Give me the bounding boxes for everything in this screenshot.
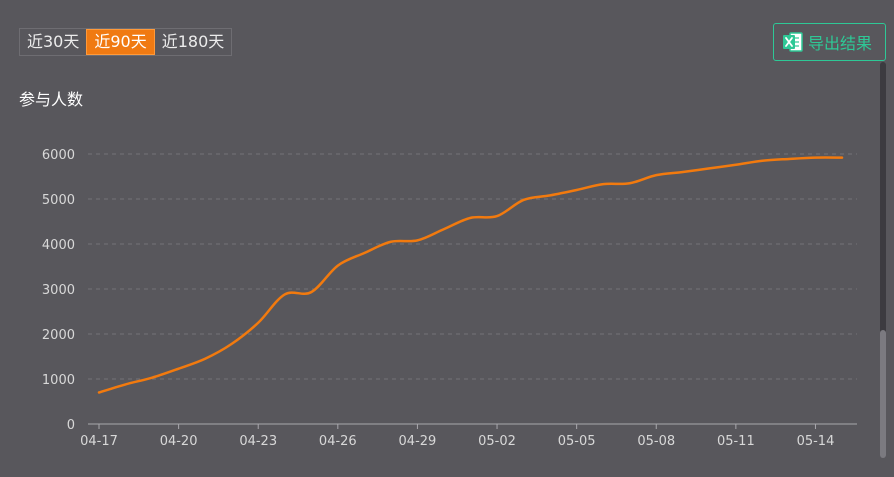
scrollbar-thumb[interactable] [880,330,886,458]
data-point[interactable] [494,213,500,219]
data-point[interactable] [759,158,765,164]
data-point[interactable] [282,291,288,297]
data-point[interactable] [786,156,792,162]
y-tick-label: 2000 [42,328,75,343]
data-point[interactable] [521,197,527,203]
y-tick-label: 4000 [42,238,75,253]
data-point[interactable] [176,366,182,372]
data-point[interactable] [812,155,818,161]
axes: 0 1000 2000 3000 4000 5000 6000 04-17 04-20 04-23… [42,148,857,449]
data-point[interactable] [574,187,580,193]
y-tick-label: 6000 [42,148,75,163]
data-point[interactable] [468,215,474,221]
y-tick-label: 0 [67,418,75,433]
series-line [97,156,844,394]
y-tick-label: 3000 [42,283,75,298]
x-tick-label: 05-11 [717,434,755,449]
data-point[interactable] [361,250,367,256]
data-point[interactable] [308,289,314,295]
x-tick-label: 04-26 [319,434,357,449]
x-tick-label: 05-05 [558,434,596,449]
y-tick-label: 5000 [42,193,75,208]
export-label: 导出结果 [808,34,873,53]
data-point[interactable] [600,181,606,187]
data-point[interactable] [255,320,261,326]
x-tick-label: 05-08 [637,434,675,449]
data-point[interactable] [627,180,633,186]
data-point[interactable] [123,381,129,387]
x-tick-label: 05-02 [478,434,516,449]
tab-30-days[interactable]: 近30天 [27,32,80,51]
data-point[interactable] [202,356,208,362]
data-point[interactable] [706,165,712,171]
grid-lines [88,153,857,380]
data-point[interactable] [547,192,553,198]
scrollbar-track[interactable] [880,62,886,457]
series-layer [96,155,845,396]
data-point[interactable] [414,237,420,243]
x-tick-label: 04-20 [160,434,198,449]
data-point[interactable] [653,172,659,178]
x-tick-label: 04-23 [239,434,277,449]
excel-icon [783,32,803,52]
data-point[interactable] [96,390,102,396]
data-point[interactable] [680,169,686,175]
data-point[interactable] [733,162,739,168]
date-range-tabs: 近30天 近90天 近180天 [19,28,233,56]
export-button[interactable]: 导出结果 [773,23,886,61]
chart-title: 参与人数 [19,90,84,109]
data-point[interactable] [229,341,235,347]
data-point[interactable] [388,239,394,245]
x-tick-label: 04-17 [80,434,118,449]
data-point[interactable] [839,155,845,161]
data-point[interactable] [149,375,155,381]
tab-90-days[interactable]: 近90天 [86,29,155,55]
data-point[interactable] [335,263,341,269]
x-tick-label: 04-29 [399,434,437,449]
tab-180-days[interactable]: 近180天 [161,32,225,51]
y-tick-label: 1000 [42,373,75,388]
data-point[interactable] [441,226,447,232]
x-tick-label: 05-14 [797,434,835,449]
